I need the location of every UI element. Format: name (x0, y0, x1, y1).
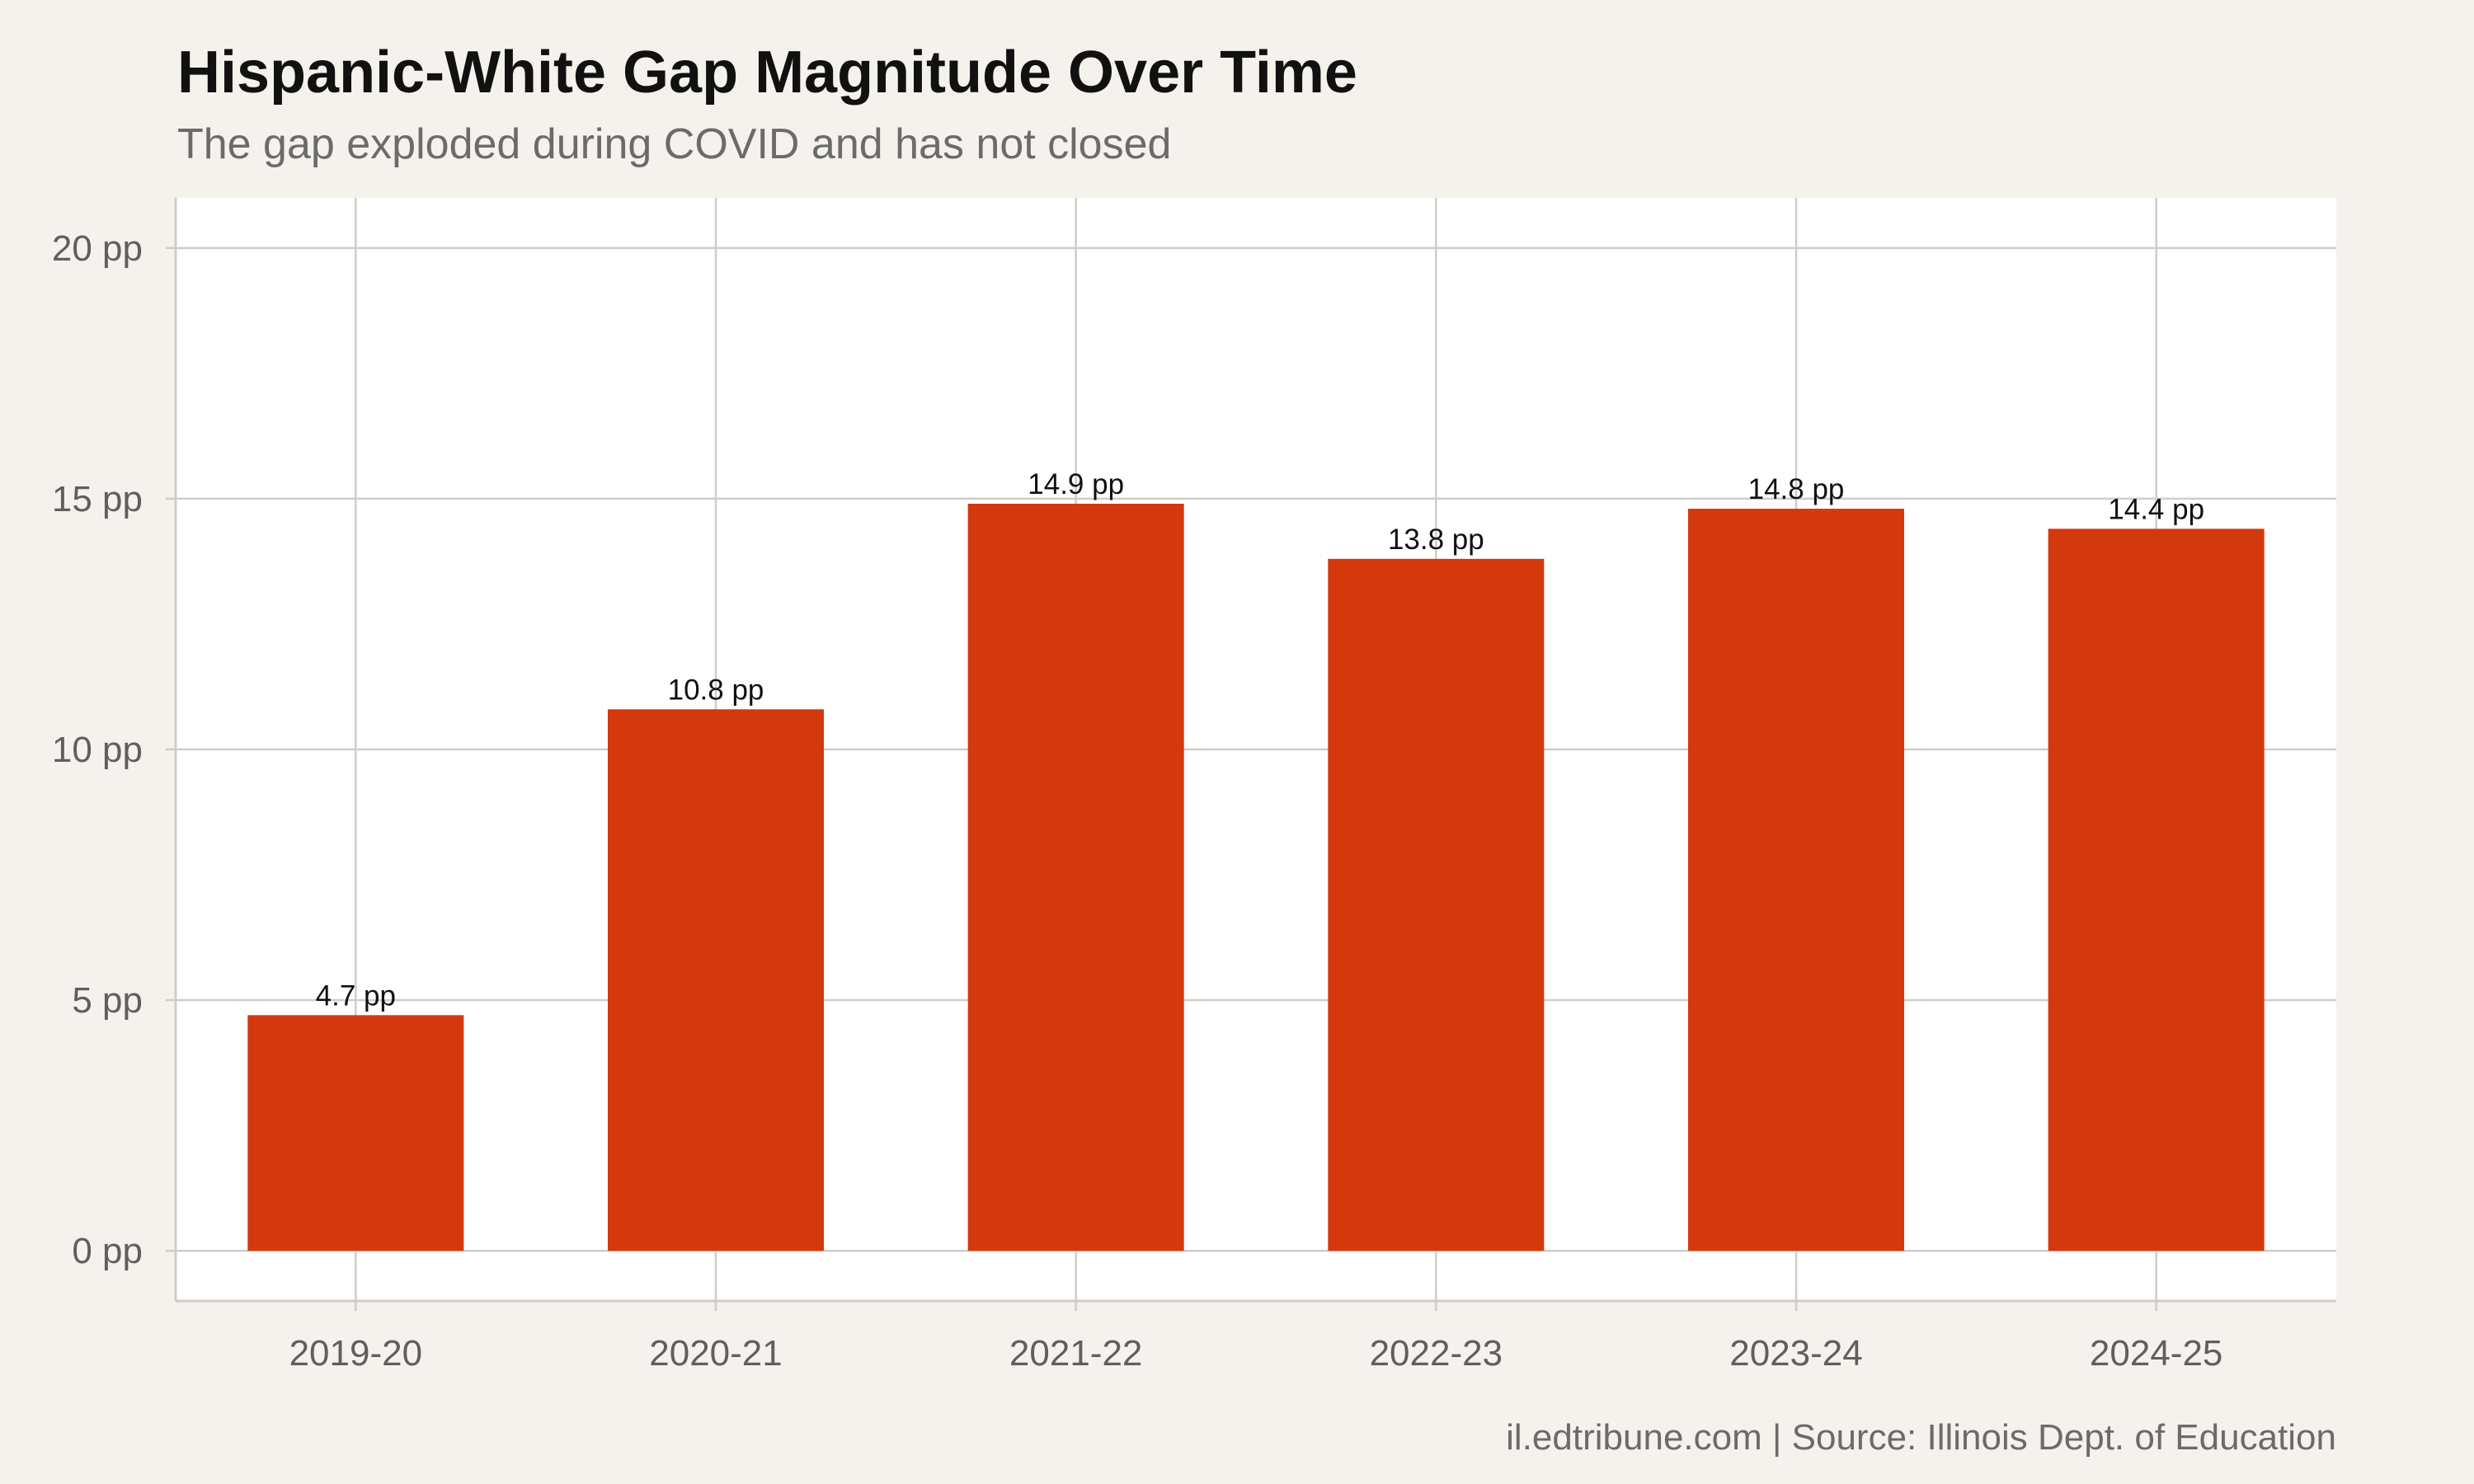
data-label: 14.4 pp (2108, 493, 2204, 525)
y-tick-label: 15 pp (52, 479, 143, 519)
bar (608, 709, 824, 1252)
bars (247, 503, 2265, 1252)
bar (247, 1015, 464, 1252)
x-tick-label: 2021-22 (1009, 1333, 1142, 1374)
x-tick-label: 2020-21 (649, 1333, 782, 1374)
bar (1688, 509, 1904, 1252)
x-tick-labels: 2019-20 2020-21 2021-22 2022-23 2023-24 2024-… (289, 1333, 2223, 1374)
chart-subtitle: The gap exploded during COVID and has no… (177, 120, 1171, 168)
y-tick-label: 10 pp (52, 730, 143, 770)
y-tick-label: 5 pp (72, 980, 143, 1021)
bar (967, 503, 1184, 1252)
x-tick-label: 2019-20 (289, 1333, 422, 1374)
bar (1328, 558, 1545, 1252)
data-label: 4.7 pp (316, 979, 396, 1012)
chart-title: Hispanic-White Gap Magnitude Over Time (177, 40, 1357, 106)
x-tick-label: 2024-25 (2090, 1333, 2222, 1374)
y-tick-label: 0 pp (72, 1231, 143, 1271)
data-label: 14.8 pp (1748, 473, 1845, 505)
data-label: 10.8 pp (668, 674, 764, 706)
x-tick-label: 2022-23 (1370, 1333, 1503, 1374)
data-labels: 4.7 pp 10.8 pp 14.9 pp 13.8 pp 14.8 pp 14.4 p… (316, 468, 2204, 1012)
data-label: 13.8 pp (1388, 524, 1484, 556)
data-label: 14.9 pp (1028, 468, 1124, 500)
y-tick-label: 20 pp (52, 228, 143, 269)
bar (2048, 528, 2265, 1252)
y-tick-labels: 0 pp 5 pp 10 pp 15 pp 20 pp (52, 228, 143, 1271)
x-tick-label: 2023-24 (1729, 1333, 1862, 1374)
chart-caption: il.edtribune.com | Source: Illinois Dept… (1506, 1417, 2336, 1458)
